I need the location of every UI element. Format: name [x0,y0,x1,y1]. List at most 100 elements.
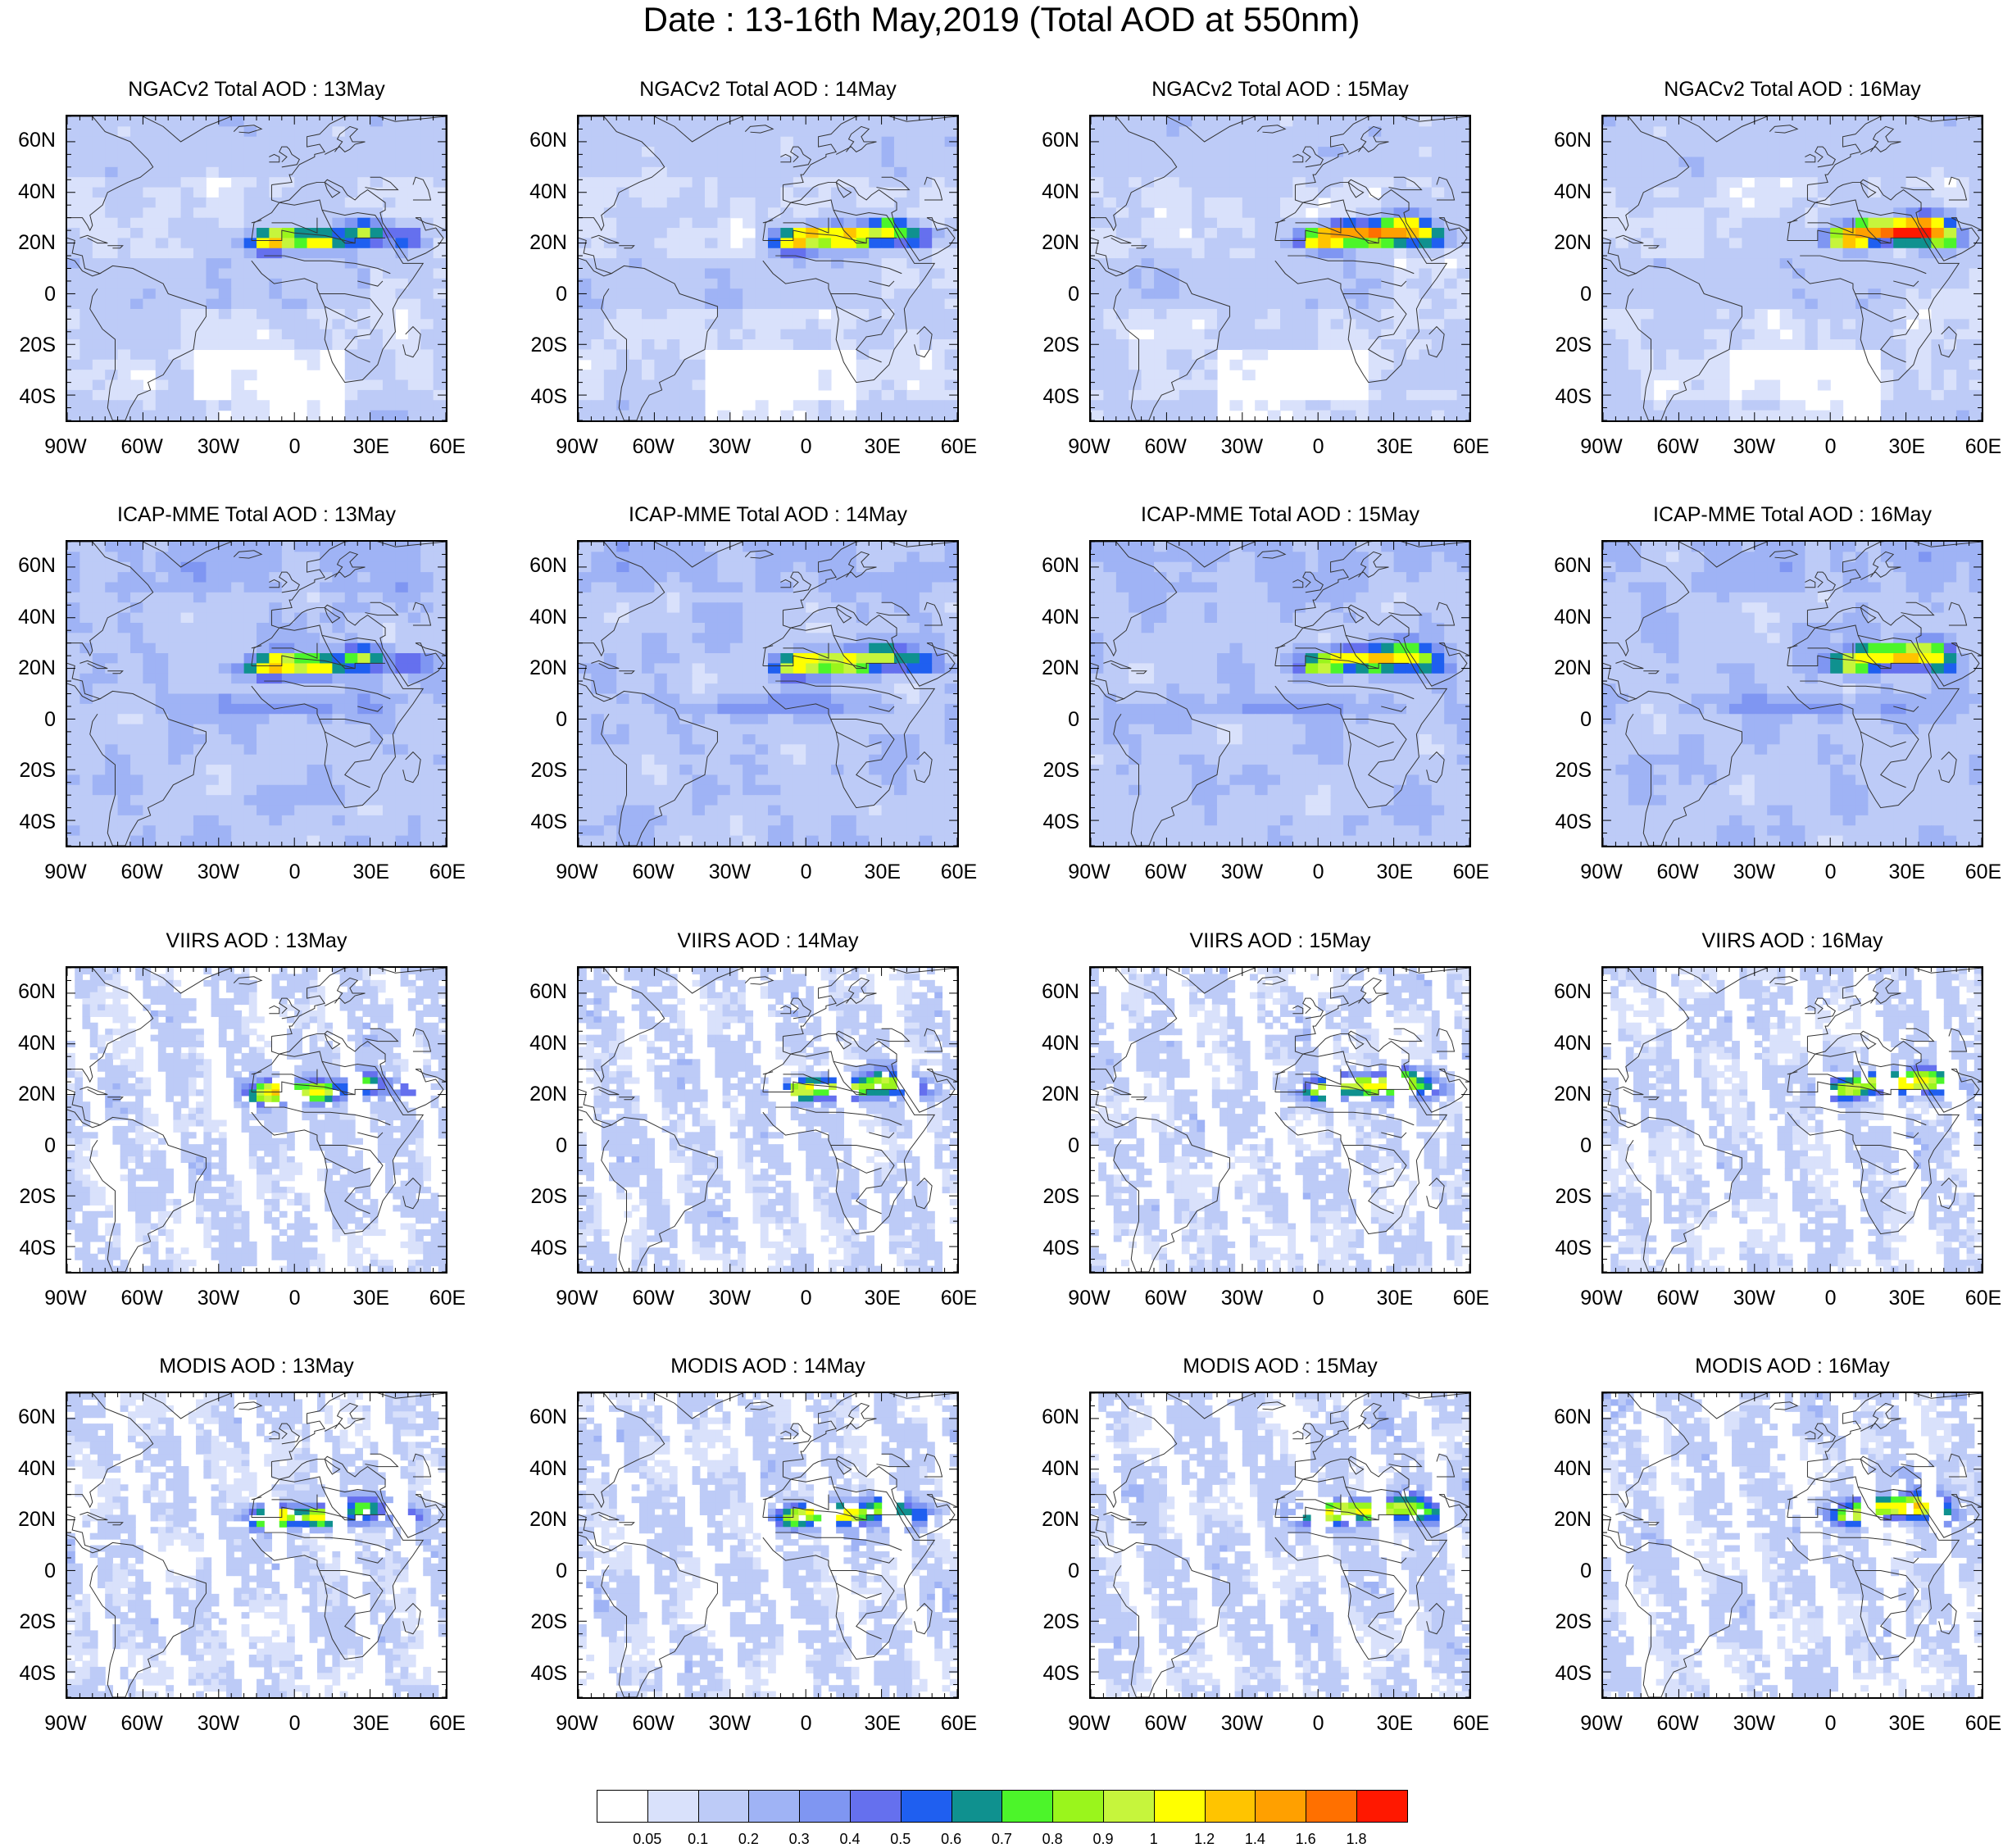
longitude-label: 90W [1052,435,1126,458]
coastlines [67,542,446,846]
latitude-label: 40N [1030,1457,1079,1480]
axis-ticks [1603,1393,1982,1697]
colorbar-swatch [1204,1790,1256,1823]
aod-map [1089,1392,1471,1699]
latitude-label: 40N [7,1032,56,1055]
aod-field [1091,1393,1469,1697]
latitude-label: 60N [1030,129,1079,152]
latitude-label: 0 [7,283,56,306]
latitude-label: 20S [7,759,56,782]
latitude-label: 40N [1542,1032,1592,1055]
colorbar-tick-label: 0.2 [724,1831,773,1847]
longitude-label: 30W [693,860,766,883]
longitude-label: 0 [1282,1712,1356,1735]
axis-ticks [1091,542,1469,846]
longitude-label: 30E [334,860,408,883]
latitude-label: 40N [1542,1457,1592,1480]
latitude-label: 60N [1542,554,1592,577]
longitude-label: 90W [1565,1287,1638,1310]
latitude-label: 40N [1542,180,1592,203]
axis-ticks [1091,968,1469,1272]
latitude-label: 40N [518,606,567,629]
axis-ticks [579,542,957,846]
aod-map [577,1392,959,1699]
colorbar-tick-label: 0.7 [977,1831,1026,1847]
colorbar-swatch [647,1790,699,1823]
panel-title: ICAP-MME Total AOD : 13May [33,502,480,527]
longitude-label: 0 [258,435,332,458]
panel-title: VIIRS AOD : 16May [1569,929,2003,953]
colorbar-swatch [1103,1790,1155,1823]
longitude-label: 60E [1434,1712,1508,1735]
aod-field [579,542,957,846]
longitude-label: 60W [1641,860,1715,883]
latitude-label: 60N [518,129,567,152]
latitude-label: 20N [1030,231,1079,254]
latitude-label: 60N [1030,554,1079,577]
latitude-label: 20N [1542,231,1592,254]
aod-map [66,1392,447,1699]
panel-title: MODIS AOD : 14May [544,1354,992,1378]
latitude-label: 20S [7,334,56,356]
axis-ticks [67,542,446,846]
latitude-label: 40S [7,1237,56,1260]
axis-ticks [579,1393,957,1697]
longitude-label: 30E [846,1712,920,1735]
latitude-label: 0 [518,283,567,306]
longitude-label: 30E [846,1287,920,1310]
longitude-label: 30E [846,435,920,458]
longitude-label: 30W [693,1287,766,1310]
longitude-label: 60E [1434,1287,1508,1310]
longitude-label: 30E [1358,1287,1432,1310]
coastlines [1091,542,1469,846]
latitude-label: 40N [7,606,56,629]
aod-map [66,115,447,422]
longitude-label: 60W [1129,860,1202,883]
longitude-label: 30W [1205,1287,1279,1310]
latitude-label: 0 [518,1134,567,1157]
coastlines [1603,968,1982,1272]
aod-field [67,542,446,846]
longitude-label: 60W [105,860,179,883]
longitude-label: 60E [411,1712,484,1735]
latitude-label: 20N [7,231,56,254]
longitude-label: 0 [258,860,332,883]
latitude-label: 20S [1542,334,1592,356]
latitude-label: 0 [1542,708,1592,731]
longitude-label: 0 [1282,860,1356,883]
aod-field [579,1393,957,1697]
colorbar-swatch [1052,1790,1104,1823]
latitude-label: 20N [518,656,567,679]
longitude-label: 90W [1565,860,1638,883]
aod-field [1603,116,1982,420]
latitude-label: 0 [7,1560,56,1582]
aod-field [1603,968,1982,1272]
longitude-label: 60E [922,860,996,883]
latitude-label: 20S [1030,1185,1079,1208]
panel-title: VIIRS AOD : 15May [1056,929,1504,953]
colorbar-swatch [748,1790,801,1823]
latitude-label: 20S [518,759,567,782]
latitude-label: 20N [1030,1508,1079,1531]
longitude-label: 90W [1052,1712,1126,1735]
latitude-label: 20S [1030,759,1079,782]
panel-title: VIIRS AOD : 14May [544,929,992,953]
aod-map [1601,540,1983,847]
aod-field [1603,1393,1982,1697]
latitude-label: 20S [518,1185,567,1208]
coastlines [67,1393,446,1697]
latitude-label: 40S [7,810,56,833]
latitude-label: 60N [518,980,567,1003]
latitude-label: 40N [1030,180,1079,203]
longitude-label: 30W [1717,1287,1791,1310]
longitude-label: 90W [29,1712,102,1735]
panel-title: NGACv2 Total AOD : 16May [1569,77,2003,102]
axis-ticks [579,968,957,1272]
longitude-label: 30W [181,1287,255,1310]
coastlines [1603,1393,1982,1697]
latitude-label: 40N [1030,606,1079,629]
panel-title: NGACv2 Total AOD : 14May [544,77,992,102]
longitude-label: 60W [1129,1712,1202,1735]
latitude-label: 0 [1542,1134,1592,1157]
longitude-label: 60W [105,1287,179,1310]
